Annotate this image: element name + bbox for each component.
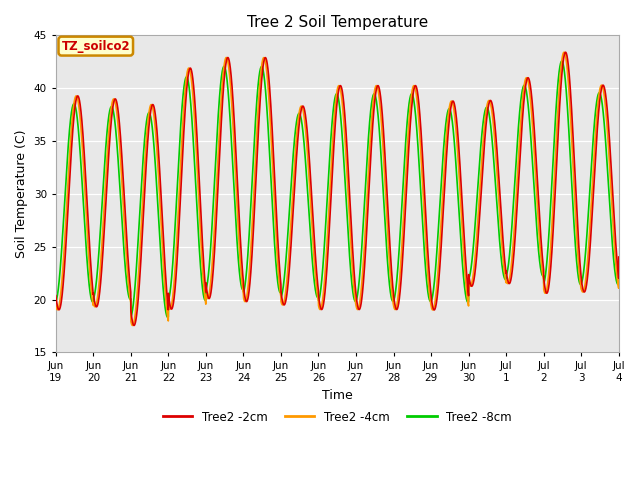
Tree2 -2cm bbox=[130, 323, 138, 328]
Tree2 -4cm bbox=[560, 49, 568, 55]
Tree2 -2cm bbox=[411, 83, 419, 89]
Tree2 -2cm bbox=[52, 293, 60, 299]
Tree2 -2cm bbox=[566, 84, 574, 90]
Tree2 -8cm bbox=[411, 106, 419, 111]
Tree2 -8cm bbox=[177, 128, 184, 133]
Tree2 -8cm bbox=[551, 130, 559, 136]
Tree2 -2cm bbox=[551, 201, 559, 207]
Line: Tree2 -2cm: Tree2 -2cm bbox=[56, 52, 640, 325]
Tree2 -4cm bbox=[551, 171, 559, 177]
Tree2 -2cm bbox=[562, 49, 570, 55]
Tree2 -4cm bbox=[566, 108, 574, 114]
Legend: Tree2 -2cm, Tree2 -4cm, Tree2 -8cm: Tree2 -2cm, Tree2 -4cm, Tree2 -8cm bbox=[158, 406, 516, 428]
X-axis label: Time: Time bbox=[322, 389, 353, 402]
Title: Tree 2 Soil Temperature: Tree 2 Soil Temperature bbox=[246, 15, 428, 30]
Tree2 -4cm bbox=[411, 84, 419, 90]
Line: Tree2 -8cm: Tree2 -8cm bbox=[56, 61, 640, 317]
Tree2 -4cm bbox=[379, 139, 387, 145]
Text: TZ_soilco2: TZ_soilco2 bbox=[61, 40, 130, 53]
Tree2 -2cm bbox=[521, 86, 529, 92]
Tree2 -8cm bbox=[379, 180, 387, 186]
Tree2 -8cm bbox=[52, 299, 60, 304]
Tree2 -8cm bbox=[558, 58, 566, 64]
Tree2 -4cm bbox=[521, 78, 529, 84]
Tree2 -8cm bbox=[521, 84, 529, 89]
Tree2 -8cm bbox=[164, 314, 172, 320]
Tree2 -2cm bbox=[379, 117, 387, 122]
Tree2 -2cm bbox=[177, 195, 184, 201]
Tree2 -8cm bbox=[566, 152, 574, 158]
Tree2 -4cm bbox=[129, 323, 136, 328]
Y-axis label: Soil Temperature (C): Soil Temperature (C) bbox=[15, 130, 28, 258]
Tree2 -4cm bbox=[177, 165, 184, 171]
Line: Tree2 -4cm: Tree2 -4cm bbox=[56, 52, 640, 325]
Tree2 -4cm bbox=[52, 303, 60, 309]
